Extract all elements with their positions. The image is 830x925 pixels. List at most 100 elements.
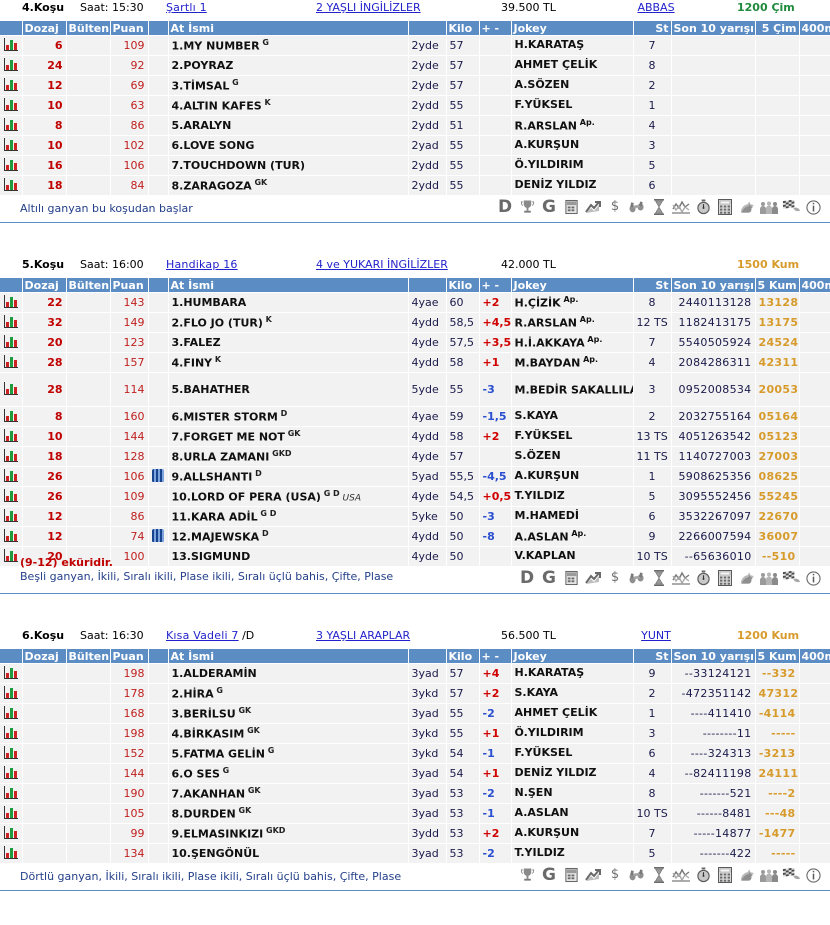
form-document-icon[interactable] — [562, 867, 580, 883]
d-icon[interactable]: D — [497, 197, 513, 217]
cell-jockey[interactable]: T.YILDIZ — [511, 843, 634, 864]
cell-horse-name[interactable]: 2.POYRAZ — [168, 55, 409, 76]
cell-jockey[interactable]: AHMET ÇELİK — [511, 703, 634, 724]
dozaj-chart-cell[interactable] — [0, 723, 23, 744]
bar-chart-icon[interactable] — [3, 548, 18, 562]
header-col-last5[interactable]: 5 Çim — [755, 21, 800, 36]
dollar-icon[interactable]: $ — [610, 199, 620, 214]
cell-jockey[interactable]: S.KAYA — [511, 406, 634, 427]
dozaj-chart-cell[interactable] — [0, 546, 23, 567]
header-col-400m[interactable]: 400m G. — [799, 21, 830, 36]
dozaj-chart-cell[interactable] — [0, 332, 23, 353]
cell-horse-name[interactable]: 12.MAJEWSKA D — [168, 526, 409, 547]
cell-jockey[interactable]: R.ARSLAN Ap. — [511, 115, 634, 136]
cell-jockey[interactable]: Ö.YILDIRIM — [511, 723, 634, 744]
cell-horse-name[interactable]: 8.URLA ZAMANI GKD — [168, 446, 409, 467]
bar-chart-icon[interactable] — [3, 785, 18, 799]
cell-horse-name[interactable]: 7.TOUCHDOWN (TUR) — [168, 155, 409, 176]
dozaj-chart-cell[interactable] — [0, 683, 23, 704]
bar-chart-icon[interactable] — [3, 57, 18, 71]
people-icon[interactable] — [760, 201, 778, 214]
header-col-plusminus[interactable]: + - — [479, 649, 512, 664]
stopwatch-icon[interactable] — [694, 199, 712, 215]
cell-horse-name[interactable]: 9.ALLSHANTI D — [168, 466, 409, 487]
bar-chart-icon[interactable] — [3, 488, 18, 502]
dozaj-chart-cell[interactable] — [0, 466, 23, 487]
cell-horse-name[interactable]: 6.O SES G — [168, 763, 409, 784]
header-col-st[interactable]: St — [633, 21, 672, 36]
header-col-age[interactable] — [408, 278, 447, 293]
dozaj-chart-cell[interactable] — [0, 406, 23, 427]
cell-horse-name[interactable]: 1.ALDERAMİN — [168, 663, 409, 684]
cell-jockey[interactable]: V.KAPLAN — [511, 546, 634, 567]
dozaj-chart-cell[interactable] — [0, 175, 23, 196]
cell-horse-name[interactable]: 5.FATMA GELİN G — [168, 743, 409, 764]
cell-jockey[interactable]: A.SÖZEN — [511, 75, 634, 96]
race-class-link[interactable]: 2 YAŞLI İNGİLİZLER — [316, 1, 421, 14]
stopwatch-icon[interactable] — [694, 867, 712, 883]
header-col-son10[interactable]: Son 10 yarışı — [671, 649, 756, 664]
cell-horse-name[interactable]: 3.TİMSAL G — [168, 75, 409, 96]
header-col-400m[interactable]: 400m G. — [799, 278, 830, 293]
cell-jockey[interactable]: A.KURŞUN — [511, 135, 634, 156]
hourglass-icon[interactable] — [650, 570, 668, 586]
g-icon[interactable]: G — [542, 568, 556, 588]
cell-jockey[interactable]: S.KAYA — [511, 683, 634, 704]
cell-jockey[interactable]: H.KARATAŞ — [511, 35, 634, 56]
dozaj-chart-cell[interactable] — [0, 526, 23, 547]
cell-horse-name[interactable]: 6.MISTER STORM D — [168, 406, 409, 427]
header-col-icon[interactable] — [0, 21, 23, 36]
dozaj-chart-cell[interactable] — [0, 426, 23, 447]
trend-arrow-icon[interactable] — [584, 570, 602, 586]
hourglass-icon[interactable] — [650, 867, 668, 883]
cell-horse-name[interactable]: 5.ARALYN — [168, 115, 409, 136]
header-col-dozaj[interactable]: Dozaj — [22, 649, 67, 664]
dozaj-chart-cell[interactable] — [0, 486, 23, 507]
race-owner-link[interactable]: ABBAS — [637, 1, 675, 14]
header-col-bulten[interactable]: Bülten — [66, 278, 111, 293]
line-chart-icon[interactable] — [672, 571, 690, 585]
bar-chart-icon[interactable] — [3, 77, 18, 91]
cell-jockey[interactable]: Ö.YILDIRIM — [511, 155, 634, 176]
dozaj-chart-cell[interactable] — [0, 446, 23, 467]
cell-horse-name[interactable]: 3.FALEZ — [168, 332, 409, 353]
header-col-400m[interactable]: 400m G. — [799, 649, 830, 664]
cell-horse-name[interactable]: 1.HUMBARA — [168, 292, 409, 313]
header-col-son10[interactable]: Son 10 yarışı — [671, 278, 756, 293]
cell-horse-name[interactable]: 2.HİRA G — [168, 683, 409, 704]
cell-horse-name[interactable]: 6.LOVE SONG — [168, 135, 409, 156]
bar-chart-icon[interactable] — [3, 408, 18, 422]
race-condition-link[interactable]: Şartlı 1 — [166, 1, 207, 14]
binoculars-icon[interactable] — [628, 571, 646, 585]
trophy-icon[interactable] — [518, 867, 536, 883]
dozaj-chart-cell[interactable] — [0, 75, 23, 96]
bar-chart-icon[interactable] — [3, 845, 18, 859]
race-footnote[interactable]: Altılı ganyan bu koşudan başlar — [20, 202, 193, 215]
bar-chart-icon[interactable] — [3, 705, 18, 719]
cell-jockey[interactable]: M.HAMEDİ — [511, 506, 634, 527]
cell-horse-name[interactable]: 9.ELMASINKIZI GKD — [168, 823, 409, 844]
cell-jockey[interactable]: A.KURŞUN — [511, 466, 634, 487]
race-condition-link[interactable]: Handikap 16 — [166, 258, 238, 271]
bar-chart-icon[interactable] — [3, 508, 18, 522]
trend-arrow-icon[interactable] — [584, 867, 602, 883]
bar-chart-icon[interactable] — [3, 468, 18, 482]
cell-jockey[interactable]: A.ASLAN Ap. — [511, 526, 634, 547]
g-icon[interactable]: G — [542, 865, 556, 885]
dozaj-chart-cell[interactable] — [0, 55, 23, 76]
bar-chart-icon[interactable] — [3, 428, 18, 442]
header-col-kilo[interactable]: Kilo — [446, 278, 480, 293]
bar-chart-icon[interactable] — [3, 314, 18, 328]
calculator-icon[interactable] — [716, 867, 734, 883]
bar-chart-icon[interactable] — [3, 665, 18, 679]
bar-chart-icon[interactable] — [3, 177, 18, 191]
binoculars-icon[interactable] — [628, 200, 646, 214]
race-footnote[interactable]: Dörtlü ganyan, İkili, Sıralı ikili, Plas… — [20, 870, 401, 883]
cell-jockey[interactable]: A.ASLAN — [511, 803, 634, 824]
header-col-age[interactable] — [408, 21, 447, 36]
header-col-name[interactable]: At İsmi — [168, 21, 409, 36]
dozaj-chart-cell[interactable] — [0, 155, 23, 176]
form-document-icon[interactable] — [562, 199, 580, 215]
dozaj-chart-cell[interactable] — [0, 763, 23, 784]
cell-jockey[interactable]: N.ŞEN — [511, 783, 634, 804]
